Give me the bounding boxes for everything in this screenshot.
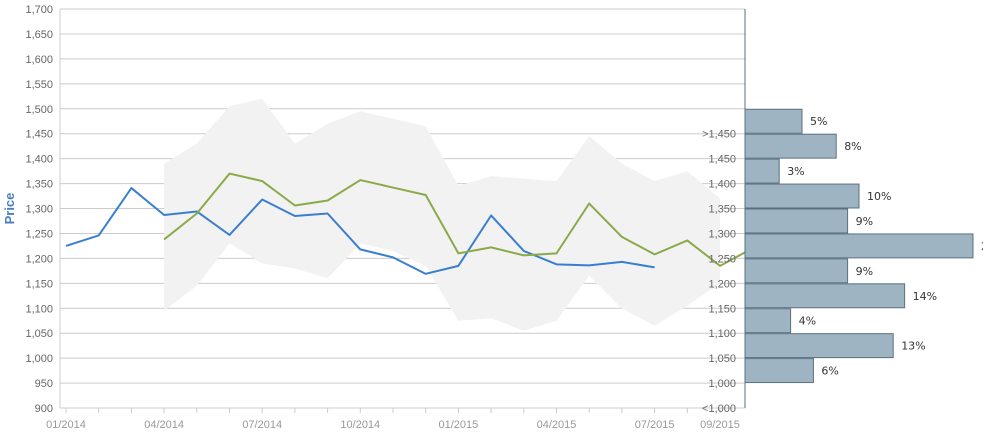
histogram-percent-label: 13% xyxy=(901,340,925,353)
histogram-bin-label: 1,250 xyxy=(708,253,736,265)
histogram-bin-label: 1,150 xyxy=(708,303,736,315)
histogram-bar xyxy=(744,158,780,184)
histogram-bar xyxy=(744,333,894,359)
x-tick-label: 01/2015 xyxy=(439,419,479,431)
y-tick-label: 1,250 xyxy=(25,228,53,240)
x-tick-label: 04/2015 xyxy=(537,419,577,431)
histogram-bin-label: 1,350 xyxy=(708,204,736,216)
y-tick-label: 1,500 xyxy=(25,104,53,116)
histogram-percent-label: 5% xyxy=(810,115,827,128)
histogram-percent-label: 6% xyxy=(821,365,838,378)
y-tick-label: 1,150 xyxy=(25,278,53,290)
series-line-1 xyxy=(65,187,655,275)
histogram-bin-label: 1,000 xyxy=(708,378,736,390)
y-tick-label: 1,550 xyxy=(25,79,53,91)
y-tick-label: 950 xyxy=(35,378,53,390)
y-tick-label: 1,300 xyxy=(25,204,53,216)
histogram-bar xyxy=(744,133,837,159)
histogram-bin-label: 1,100 xyxy=(708,328,736,340)
histogram-percent-label: 8% xyxy=(844,140,861,153)
y-tick-label: 1,200 xyxy=(25,253,53,265)
histogram-bin-label: <1,000 xyxy=(702,403,736,415)
x-tick-label: 07/2015 xyxy=(635,419,675,431)
y-tick-label: 1,050 xyxy=(25,328,53,340)
y-tick-label: 1,650 xyxy=(25,29,53,41)
histogram-bin-label: 1,400 xyxy=(708,179,736,191)
histogram-bar xyxy=(744,208,849,234)
histogram-percent-label: 3% xyxy=(787,165,804,178)
histogram-percent-label: 9% xyxy=(856,215,873,228)
histogram-bin-label: >1,450 xyxy=(702,129,736,141)
x-tick-label: 01/2014 xyxy=(46,419,86,431)
histogram-percent-label: 14% xyxy=(913,290,937,303)
series-line-2 xyxy=(163,172,746,267)
y-tick-label: 1,000 xyxy=(25,353,53,365)
histogram-bar xyxy=(744,283,906,309)
histogram-percent-label: 10% xyxy=(867,190,891,203)
histogram-bar xyxy=(744,108,803,134)
y-tick-label: 900 xyxy=(35,403,53,415)
x-tick-label: 04/2014 xyxy=(144,419,184,431)
histogram-bar xyxy=(744,233,974,259)
y-axis-title: Price xyxy=(2,193,17,225)
y-tick-label: 1,600 xyxy=(25,54,53,66)
forecast-range-band xyxy=(164,98,721,331)
y-tick-label: 1,450 xyxy=(25,129,53,141)
x-tick-label: 07/2014 xyxy=(242,419,282,431)
histogram-bar xyxy=(744,183,860,209)
y-tick-label: 1,350 xyxy=(25,179,53,191)
histogram-bin-label: 1,300 xyxy=(708,228,736,240)
histogram-bin-label: 1,450 xyxy=(708,154,736,166)
histogram-bar xyxy=(744,358,814,384)
histogram-percent-label: 9% xyxy=(856,265,873,278)
x-tick-label: 09/2015 xyxy=(700,419,740,431)
histogram-bar xyxy=(744,258,849,284)
histogram-bin-label: 1,200 xyxy=(708,278,736,290)
y-tick-label: 1,700 xyxy=(25,4,53,16)
histogram-percent-label: 4% xyxy=(799,315,816,328)
y-tick-label: 1,100 xyxy=(25,303,53,315)
x-tick-label: 10/2014 xyxy=(340,419,380,431)
histogram-bar xyxy=(744,308,792,334)
histogram-percent-label: 20% xyxy=(981,240,983,253)
y-tick-label: 1,400 xyxy=(25,154,53,166)
price-distribution-histogram: 5% 8% 3% 10% 9% 20% 9% 14% 4% 13% 6% >1,450 1,450 1,4… xyxy=(702,108,983,415)
histogram-bin-label: 1,050 xyxy=(708,353,736,365)
